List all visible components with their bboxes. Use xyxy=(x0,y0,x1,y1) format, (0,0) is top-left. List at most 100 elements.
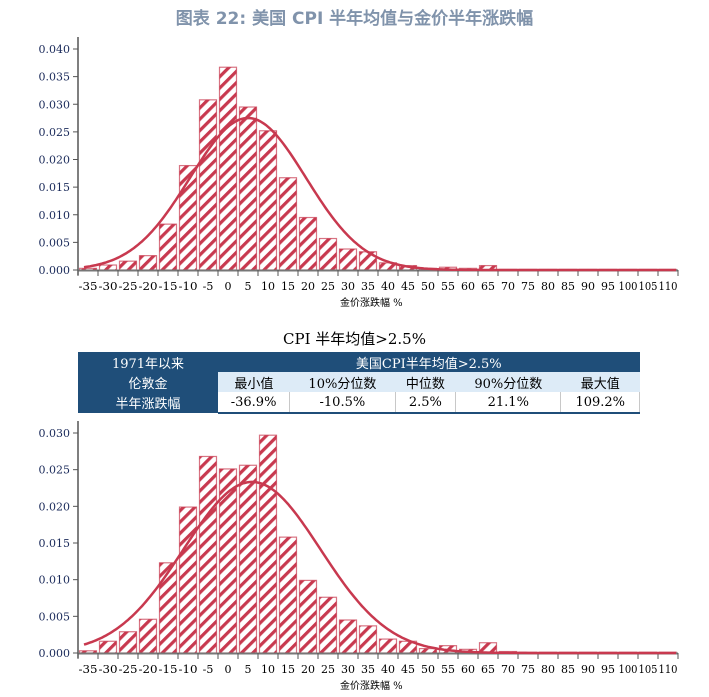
column-header: 最大值 xyxy=(560,372,640,392)
y-tick-label: 0.015 xyxy=(39,181,71,194)
x-tick-label: 80 xyxy=(541,280,555,293)
x-tick-label: 55 xyxy=(441,663,455,676)
x-tick-label: 105 xyxy=(639,663,658,676)
y-tick-label: 0.030 xyxy=(39,98,71,111)
bar xyxy=(158,223,178,271)
x-tick-label: 100 xyxy=(619,663,638,676)
x-tick-label: 0 xyxy=(225,280,232,293)
y-tick-label: 0.035 xyxy=(39,71,71,84)
bar xyxy=(98,264,118,271)
x-tick-label: 75 xyxy=(521,663,535,676)
value-cell: 109.2% xyxy=(560,392,640,414)
x-tick-label: 60 xyxy=(461,663,475,676)
x-tick-label: 90 xyxy=(581,663,595,676)
bar xyxy=(318,237,338,271)
value-cell: 2.5% xyxy=(395,392,457,414)
x-tick-label: 65 xyxy=(481,280,495,293)
value-cell: -10.5% xyxy=(289,392,396,414)
x-tick-label: 25 xyxy=(321,280,335,293)
x-tick-label: -20 xyxy=(139,663,158,676)
x-tick-label: -5 xyxy=(203,663,214,676)
x-tick-label: 10 xyxy=(261,280,275,293)
x-tick-label: 10 xyxy=(261,663,275,676)
x-tick-label: -35 xyxy=(79,280,98,293)
x-tick-label: 30 xyxy=(341,663,355,676)
x-tick-label: -15 xyxy=(159,663,178,676)
x-tick-label: 35 xyxy=(361,280,375,293)
x-tick-label: -10 xyxy=(179,280,198,293)
bar xyxy=(238,464,258,654)
x-axis-label: 金价涨跌幅 % xyxy=(340,296,403,309)
x-tick-label: 85 xyxy=(561,663,575,676)
x-tick-label: 35 xyxy=(361,663,375,676)
bar xyxy=(198,99,218,271)
group-header: 美国CPI半年均值>2.5% xyxy=(218,352,640,372)
x-tick-label: 45 xyxy=(401,280,415,293)
x-tick-label: 15 xyxy=(281,663,295,676)
y-tick-label: 0.030 xyxy=(39,427,71,440)
x-tick-label: 95 xyxy=(601,280,615,293)
x-tick-label: 90 xyxy=(581,280,595,293)
y-tick-label: 0.000 xyxy=(39,264,71,277)
x-tick-label: 20 xyxy=(301,280,315,293)
table-caption: CPI 半年均值>2.5% xyxy=(283,330,426,348)
x-tick-label: 60 xyxy=(461,280,475,293)
x-tick-label: 95 xyxy=(601,663,615,676)
x-tick-label: -10 xyxy=(179,663,198,676)
figure-title: 图表 22: 美国 CPI 半年均值与金价半年涨跌幅 xyxy=(175,9,534,29)
x-axis-label: 金价涨跌幅 % xyxy=(340,679,403,692)
y-tick-label: 0.040 xyxy=(39,43,71,56)
bar xyxy=(338,248,358,271)
value-cell: 21.1% xyxy=(455,392,562,414)
bar xyxy=(258,434,278,654)
bar xyxy=(318,596,338,654)
x-tick-label: 45 xyxy=(401,663,415,676)
y-tick-label: 0.005 xyxy=(39,610,71,623)
x-tick-label: 40 xyxy=(381,280,395,293)
x-tick-label: 20 xyxy=(301,663,315,676)
x-tick-label: 25 xyxy=(321,663,335,676)
bar xyxy=(158,562,178,654)
x-tick-label: -35 xyxy=(79,663,98,676)
x-tick-label: -20 xyxy=(139,280,158,293)
histogram-chart-cpi-above-2-5: 0.000 0.005 0.010 0.015 0.020 0.025 0.030 -35 -3… xyxy=(39,421,679,692)
bar xyxy=(238,106,258,271)
bar xyxy=(218,66,238,271)
bar xyxy=(298,579,318,654)
x-tick-label: -30 xyxy=(99,663,118,676)
y-tick-label: 0.020 xyxy=(39,500,71,513)
y-tick-label: 0.025 xyxy=(39,464,71,477)
column-header: 90%分位数 xyxy=(455,372,561,392)
y-tick-label: 0.000 xyxy=(39,647,71,660)
x-tick-label: 110 xyxy=(659,280,678,293)
value-cell: -36.9% xyxy=(218,392,291,414)
x-tick-label: 85 xyxy=(561,280,575,293)
column-header: 10%分位数 xyxy=(289,372,396,392)
histogram-chart-all: 0.000 0.005 0.010 0.015 0.020 0.025 0.030 0.035… xyxy=(39,37,679,309)
y-tick-label: 0.020 xyxy=(39,154,71,167)
x-tick-label: 70 xyxy=(501,280,515,293)
x-tick-label: 50 xyxy=(421,280,435,293)
x-tick-label: 100 xyxy=(619,280,638,293)
bar xyxy=(338,619,358,654)
bar xyxy=(118,260,138,271)
bar xyxy=(278,536,298,654)
x-tick-label: 5 xyxy=(245,280,252,293)
bar xyxy=(138,255,158,271)
bar xyxy=(278,177,298,271)
normal-fit-curve xyxy=(83,480,676,655)
y-tick-label: 0.015 xyxy=(39,537,71,550)
x-tick-label: 80 xyxy=(541,663,555,676)
x-tick-label: -25 xyxy=(119,663,138,676)
x-tick-label: 30 xyxy=(341,280,355,293)
y-tick-label: 0.025 xyxy=(39,126,71,139)
bar xyxy=(298,216,318,271)
x-tick-label: 75 xyxy=(521,280,535,293)
y-tick-label: 0.010 xyxy=(39,574,71,587)
normal-fit-curve xyxy=(83,116,676,272)
x-tick-label: -15 xyxy=(159,280,178,293)
x-tick-label: -25 xyxy=(119,280,138,293)
bar xyxy=(198,455,218,654)
y-tick-label: 0.005 xyxy=(39,236,71,249)
stats-table: 1971年以来 美国CPI半年均值>2.5% 伦敦金 最小值 10%分位数 中位… xyxy=(78,352,640,414)
